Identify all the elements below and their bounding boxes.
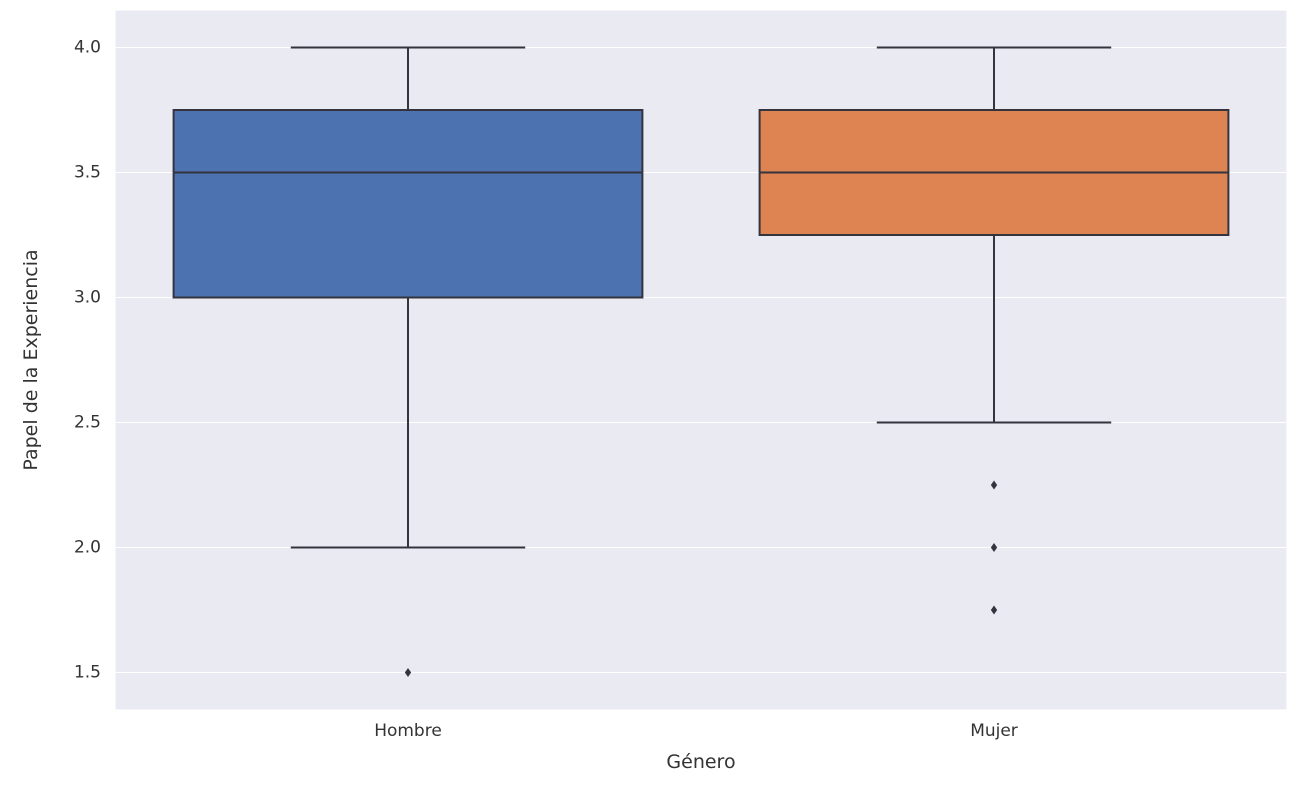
x-tick-label: Mujer bbox=[970, 721, 1018, 741]
boxplot-chart: 1.5 2.0 2.5 3.0 3.5 4.0 Hombre Mujer Papel de la… bbox=[0, 0, 1301, 794]
chart-svg: 1.5 2.0 2.5 3.0 3.5 4.0 Hombre Mujer Papel de la… bbox=[0, 0, 1301, 794]
y-tick-label: 2.0 bbox=[74, 538, 101, 558]
y-tick-label: 1.5 bbox=[74, 663, 101, 683]
y-tick-label: 4.0 bbox=[74, 38, 101, 58]
y-tick-label: 3.5 bbox=[74, 163, 101, 183]
y-axis-label: Papel de la Experiencia bbox=[20, 249, 42, 470]
y-tick-label: 2.5 bbox=[74, 413, 101, 433]
y-tick-label: 3.0 bbox=[74, 288, 101, 308]
x-axis-label: Género bbox=[666, 751, 735, 773]
x-tick-label: Hombre bbox=[374, 721, 442, 741]
